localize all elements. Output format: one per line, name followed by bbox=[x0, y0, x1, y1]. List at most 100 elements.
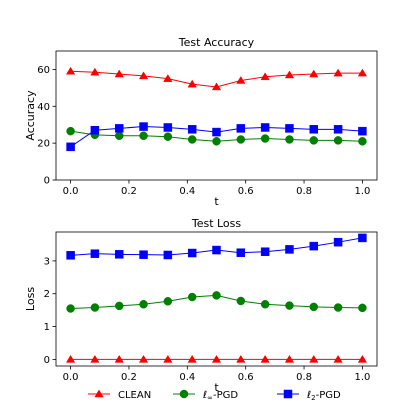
accuracy-linf-pgd-point bbox=[212, 137, 221, 146]
accuracy-linf-pgd-point bbox=[139, 131, 148, 141]
loss-clean-point bbox=[163, 354, 173, 363]
loss-clean-point bbox=[357, 354, 368, 363]
accuracy-l2-pgd-point bbox=[90, 125, 100, 135]
accuracy-clean-point bbox=[114, 69, 124, 78]
accuracy-clean-point bbox=[260, 72, 270, 81]
accuracy-clean-point bbox=[357, 68, 368, 77]
legend-l2-pgd-marker bbox=[283, 389, 293, 399]
accuracy-linf-pgd-point bbox=[309, 136, 319, 145]
accuracy-l2-pgd-point bbox=[309, 125, 319, 134]
accuracy-linf-pgd-point bbox=[163, 132, 173, 141]
loss-l2-pgd-point bbox=[212, 245, 221, 255]
loss-linf-pgd-point bbox=[90, 303, 100, 312]
loss-linf-pgd-point bbox=[212, 291, 221, 300]
loss-x-tick-label: 1.0 bbox=[354, 372, 370, 383]
accuracy-linf-pgd-point bbox=[285, 135, 294, 144]
accuracy-linf-pgd-point bbox=[358, 137, 367, 146]
loss-clean-point bbox=[138, 354, 149, 363]
accuracy-l2-pgd-point bbox=[163, 123, 173, 132]
loss-y-tick-label: 1 bbox=[44, 322, 50, 333]
loss-clean-point bbox=[236, 354, 246, 363]
accuracy-chart-title: Test Accuracy bbox=[178, 36, 255, 49]
accuracy-x-tick-label: 0.8 bbox=[296, 186, 312, 197]
loss-y-tick-label: 3 bbox=[44, 256, 50, 267]
loss-l2-pgd-point bbox=[358, 233, 367, 243]
loss-linf-pgd-point bbox=[139, 300, 148, 309]
loss-l2-pgd-point bbox=[333, 237, 343, 247]
accuracy-clean-point bbox=[236, 75, 246, 84]
accuracy-x-axis-label: t bbox=[214, 195, 219, 208]
loss-x-axis-label: t bbox=[214, 381, 219, 394]
accuracy-linf-pgd-point bbox=[66, 126, 75, 136]
loss-linf-pgd-point bbox=[66, 304, 75, 313]
accuracy-l2-pgd-point bbox=[66, 142, 75, 152]
legend-clean-label: CLEAN bbox=[118, 390, 151, 401]
loss-l2-pgd-point bbox=[260, 247, 270, 256]
accuracy-clean-point bbox=[309, 69, 319, 78]
loss-l2-pgd-point bbox=[66, 251, 75, 260]
accuracy-clean-point bbox=[333, 68, 343, 77]
accuracy-linf-pgd-point bbox=[114, 131, 124, 141]
loss-clean-point bbox=[211, 354, 222, 363]
accuracy-clean-point bbox=[163, 74, 173, 82]
accuracy-y-tick-label: 40 bbox=[37, 102, 50, 113]
loss-l2-pgd-point bbox=[163, 250, 173, 260]
loss-clean-point bbox=[260, 354, 270, 363]
loss-x-tick-label: 0.8 bbox=[296, 372, 312, 383]
loss-linf-pgd-point bbox=[187, 292, 197, 302]
legend-linf-pgd-label: ℓ∞-PGD bbox=[203, 390, 238, 402]
loss-clean-point bbox=[284, 354, 295, 363]
accuracy-linf-pgd-point bbox=[333, 136, 343, 145]
loss-clean-point bbox=[114, 354, 124, 363]
loss-plot-frame bbox=[55, 231, 378, 367]
loss-clean-point bbox=[309, 354, 319, 363]
accuracy-plot-frame bbox=[55, 50, 378, 181]
loss-clean-point bbox=[65, 354, 76, 363]
loss-linf-pgd-point bbox=[285, 301, 294, 310]
loss-l2-pgd-point bbox=[285, 245, 294, 254]
loss-linf-pgd-point bbox=[260, 300, 270, 309]
accuracy-x-tick-label: 0.0 bbox=[63, 186, 79, 197]
accuracy-l2-pgd-point bbox=[187, 125, 197, 134]
accuracy-clean-point bbox=[211, 82, 222, 91]
legend-clean-marker bbox=[94, 389, 104, 398]
legend-l2-pgd-label: ℓ2-PGD bbox=[307, 390, 341, 402]
loss-l2-pgd-point bbox=[90, 249, 100, 258]
loss-linf-pgd-point bbox=[114, 301, 124, 311]
accuracy-linf-pgd-point bbox=[187, 135, 197, 144]
loss-chart: Test Loss 0.0 0.2 0.4 0.6 0.8 1.0 0 1 2 3 t Loss bbox=[24, 217, 378, 394]
accuracy-linf-pgd-point bbox=[260, 134, 270, 143]
loss-linf-pgd-point bbox=[163, 297, 173, 306]
accuracy-l2-pgd-point bbox=[114, 124, 124, 133]
accuracy-y-tick-label: 0 bbox=[44, 176, 50, 187]
accuracy-clean-point bbox=[138, 71, 149, 80]
accuracy-x-tick-label: 0.4 bbox=[179, 186, 195, 197]
loss-linf-pgd-point bbox=[333, 303, 343, 312]
accuracy-x-tick-label: 0.6 bbox=[238, 186, 254, 197]
loss-linf-pgd-point bbox=[309, 302, 319, 312]
loss-x-tick-label: 0.2 bbox=[121, 372, 137, 383]
accuracy-y-tick-label: 60 bbox=[37, 65, 50, 76]
loss-l2-pgd-point bbox=[187, 248, 197, 258]
accuracy-x-tick-label: 0.2 bbox=[121, 186, 137, 197]
loss-l2-pgd-point bbox=[236, 248, 246, 257]
accuracy-y-tick-label: 20 bbox=[37, 139, 50, 150]
loss-clean-point bbox=[187, 354, 197, 363]
loss-l2-pgd-point bbox=[114, 250, 124, 259]
accuracy-clean-point bbox=[90, 67, 100, 76]
accuracy-l2-pgd-point bbox=[139, 122, 148, 131]
legend: CLEAN ℓ∞-PGD ℓ2-PGD bbox=[88, 389, 341, 402]
loss-l2-pgd-point bbox=[309, 241, 319, 251]
accuracy-linf-pgd-point bbox=[236, 135, 246, 144]
accuracy-l2-pgd-point bbox=[333, 125, 343, 134]
accuracy-chart: Test Accuracy 0.0 0.2 0.4 0.6 0.8 1.0 0 20 40 60 t A… bbox=[24, 36, 378, 208]
accuracy-l2-pgd-point bbox=[358, 126, 367, 136]
legend-linf-pgd-marker bbox=[179, 389, 189, 399]
accuracy-clean-point bbox=[65, 66, 76, 75]
accuracy-l2-pgd-point bbox=[236, 124, 246, 133]
accuracy-y-axis-label: Accuracy bbox=[24, 90, 37, 141]
loss-y-tick-label: 0 bbox=[44, 355, 50, 366]
loss-linf-pgd-point bbox=[236, 296, 246, 306]
loss-linf-pgd-point bbox=[358, 303, 367, 313]
